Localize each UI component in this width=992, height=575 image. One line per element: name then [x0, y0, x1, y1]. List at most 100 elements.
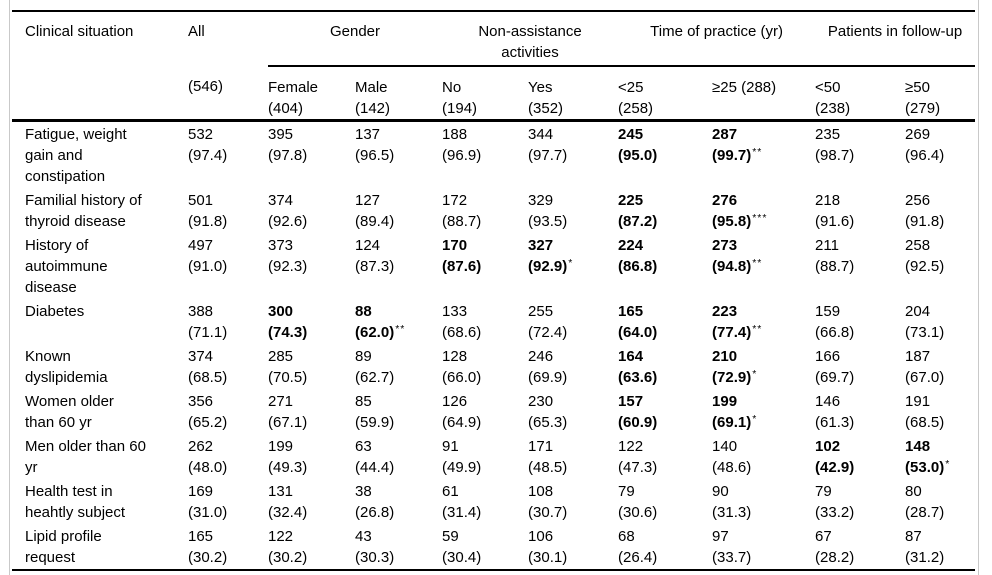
significance-asterisks: **: [395, 323, 406, 335]
data-cell: 188 (96.9): [442, 121, 528, 189]
data-cell: 501 (91.8): [188, 188, 268, 233]
cell-count: 122: [618, 438, 644, 455]
data-cell: 128 (66.0): [442, 344, 528, 389]
cell-percent: (64.0): [618, 324, 658, 341]
cell-percent: (30.4): [442, 549, 482, 566]
cell-percent: (91.6): [815, 213, 855, 230]
data-cell: 225 (87.2): [618, 188, 712, 233]
cell-percent: (93.5): [528, 213, 568, 230]
data-cell: 230 (65.3): [528, 389, 618, 434]
cell-percent: (66.0): [442, 369, 482, 386]
data-cell: 68 (26.4): [618, 524, 713, 571]
cell-count: 127: [355, 192, 381, 209]
cell-count: 122: [268, 528, 294, 545]
cell-percent: (70.5): [268, 369, 308, 386]
data-cell: 108 (30.7): [528, 479, 618, 524]
data-cell: 131 (32.4): [268, 479, 355, 524]
column-header-clinical-situation: Clinical situation: [25, 23, 134, 40]
cell-count: 68: [618, 528, 635, 545]
cell-percent: (74.3): [268, 324, 308, 341]
cell-percent: (66.8): [815, 324, 855, 341]
cell-count: 91: [442, 438, 459, 455]
significance-asterisks: *: [945, 458, 951, 470]
row-label: Familial history of thyroid disease: [25, 192, 142, 230]
cell-count: 532: [188, 126, 214, 143]
data-cell: 374 (92.6): [268, 188, 355, 233]
cell-percent: (32.4): [268, 504, 308, 521]
cell-percent: (92.6): [268, 213, 308, 230]
cell-count: 166: [815, 348, 841, 365]
cell-count: 157: [618, 393, 644, 410]
column-subheader: Yes (352): [528, 66, 619, 122]
cell-percent: (28.2): [815, 549, 855, 566]
significance-asterisks: *: [752, 368, 758, 380]
cell-count: 128: [442, 348, 468, 365]
data-cell: 199 (69.1)*: [712, 389, 815, 434]
cell-percent: (69.1): [712, 414, 752, 431]
data-cell: 329 (93.5): [528, 188, 618, 233]
cell-count: 256: [905, 192, 931, 209]
cell-percent: (48.6): [712, 459, 752, 476]
data-cell: 169 (31.0): [188, 479, 268, 524]
row-label: Known dyslipidemia: [25, 348, 108, 386]
cell-count: 137: [355, 126, 381, 143]
cell-count: 388: [188, 303, 214, 320]
cell-percent: (44.4): [355, 459, 395, 476]
cell-count: 327: [528, 237, 554, 254]
row-label: Fatigue, weight gain and constipation: [25, 126, 127, 185]
cell-percent: (95.0): [618, 147, 658, 164]
data-cell: 137 (96.5): [355, 121, 442, 189]
significance-asterisks: **: [752, 257, 763, 269]
cell-count: 87: [905, 528, 922, 545]
data-cell: 157 (60.9): [618, 389, 712, 434]
cell-count: 373: [268, 237, 294, 254]
cell-count: 165: [618, 303, 644, 320]
cell-count: 88: [355, 303, 372, 320]
data-cell: 223 (77.4)**: [712, 299, 815, 344]
cell-count: 501: [188, 192, 214, 209]
column-header-spacer: [12, 66, 188, 122]
cell-count: 90: [712, 483, 729, 500]
row-label: Lipid profile request: [12, 524, 188, 571]
data-cell: 126 (64.9): [442, 389, 528, 434]
cell-percent: (89.4): [355, 213, 395, 230]
cell-count: 271: [268, 393, 294, 410]
cell-count: 223: [712, 303, 738, 320]
data-cell: 532 (97.4): [188, 121, 268, 189]
data-cell: 122 (47.3): [618, 434, 712, 479]
cell-percent: (97.4): [188, 147, 228, 164]
column-group-header: Patients in follow-up: [815, 11, 976, 67]
cell-percent: (96.4): [905, 147, 945, 164]
cell-percent: (47.3): [618, 459, 658, 476]
cell-percent: (68.5): [905, 414, 945, 431]
cell-percent: (97.7): [528, 147, 568, 164]
cell-percent: (42.9): [815, 459, 855, 476]
cell-count: 224: [618, 237, 644, 254]
cell-count: 204: [905, 303, 931, 320]
cell-percent: (71.1): [188, 324, 228, 341]
cell-percent: (63.6): [618, 369, 658, 386]
data-cell: 204 (73.1): [905, 299, 975, 344]
data-cell: 285 (70.5): [268, 344, 355, 389]
data-cell: 271 (67.1): [268, 389, 355, 434]
data-cell: 38 (26.8): [355, 479, 442, 524]
cell-count: 133: [442, 303, 468, 320]
data-cell: 80 (28.7): [905, 479, 975, 524]
cell-count: 169: [188, 483, 214, 500]
cell-count: 395: [268, 126, 294, 143]
cell-percent: (92.3): [268, 258, 308, 275]
row-label: History of autoimmune disease: [25, 237, 108, 296]
cell-percent: (30.2): [268, 549, 308, 566]
data-cell: 166 (69.7): [815, 344, 905, 389]
data-cell: 90 (31.3): [712, 479, 815, 524]
cell-percent: (88.7): [815, 258, 855, 275]
data-cell: 159 (66.8): [815, 299, 905, 344]
cell-count: 187: [905, 348, 931, 365]
data-cell: 224 (86.8): [618, 233, 712, 299]
cell-percent: (31.3): [712, 504, 752, 521]
cell-percent: (69.7): [815, 369, 855, 386]
cell-count: 225: [618, 192, 644, 209]
row-label: Health test in heahtly subject: [25, 483, 126, 521]
cell-count: 38: [355, 483, 372, 500]
data-cell: 165 (64.0): [618, 299, 712, 344]
